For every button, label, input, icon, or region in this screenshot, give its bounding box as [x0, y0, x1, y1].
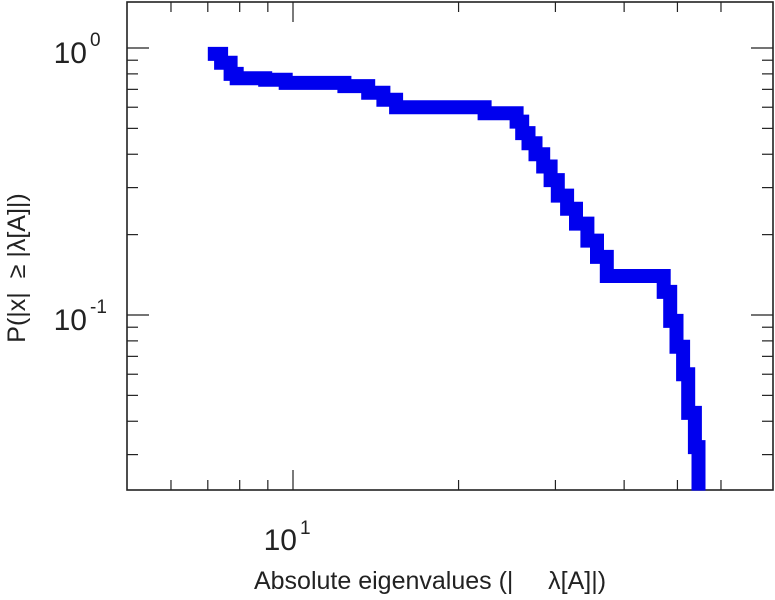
x-tick-label-base: 10	[264, 524, 297, 557]
y-tick-label: 10 0	[54, 30, 101, 70]
y-tick-label: 10 -1	[54, 297, 107, 337]
y-tick-label-base: 10	[54, 304, 87, 337]
x-tick-label: 10 1	[264, 518, 311, 557]
x-tick-labels: 10 1	[264, 518, 311, 557]
y-tick-label-exponent: 0	[90, 30, 101, 51]
minor-ticks	[127, 2, 773, 490]
y-tick-label-base: 10	[54, 37, 87, 70]
major-ticks	[127, 2, 773, 490]
y-tick-label-exponent: -1	[90, 297, 107, 318]
y-axis-label: P(|x| ≥ |λ[A]|)	[3, 193, 31, 342]
x-tick-label-exponent: 1	[300, 518, 311, 539]
plot-frame	[126, 1, 774, 491]
x-axis-label: Absolute eigenvalues (| λ[A]|)	[254, 567, 606, 595]
series-0-line	[207, 46, 706, 491]
